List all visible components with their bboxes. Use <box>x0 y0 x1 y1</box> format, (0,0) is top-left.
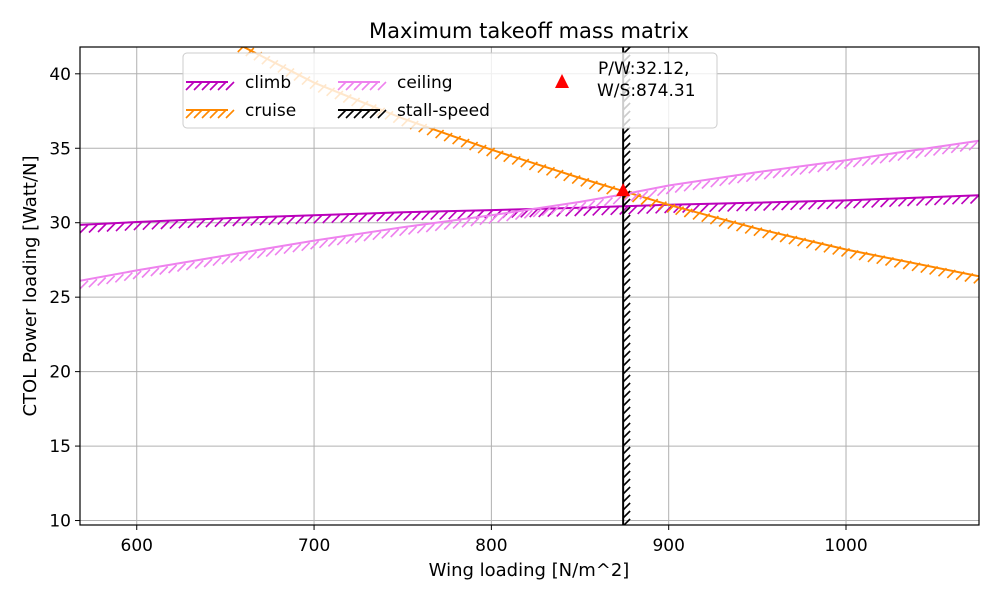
x-axis-label: Wing loading [N/m^2] <box>429 560 630 581</box>
series-hatch-climb <box>80 194 979 234</box>
design-point-marker <box>616 183 631 197</box>
plot-area-frame <box>79 46 980 526</box>
legend-box <box>182 52 718 129</box>
legend-label-cruise: cruise <box>245 101 296 121</box>
y-tick-label: 25 <box>49 288 71 308</box>
legend-swatch-hatch-cruise <box>185 109 235 119</box>
legend-label-design-point-line1: P/W:32.12, <box>598 59 690 79</box>
series-line-ceiling <box>80 139 979 282</box>
x-tick-label: 600 <box>121 536 153 556</box>
x-tick-label: 800 <box>475 536 507 556</box>
y-tick-label: 20 <box>49 363 71 383</box>
x-tick-label: 1000 <box>824 536 867 556</box>
x-tick-label: 900 <box>652 536 684 556</box>
plot-frame <box>79 46 980 526</box>
legend-swatch-hatch-climb <box>185 81 235 91</box>
y-tick-label: 10 <box>49 512 71 532</box>
legend-label-stall-speed: stall-speed <box>397 101 490 121</box>
legend-label-design-point-line2: W/S:874.31 <box>597 81 696 101</box>
chart-title: Maximum takeoff mass matrix <box>369 19 689 43</box>
legend-marker-design-point <box>555 74 569 88</box>
legend-swatch-hatch-stall-speed <box>337 109 387 119</box>
y-tick-label: 35 <box>49 139 71 159</box>
x-tick-label: 700 <box>298 536 330 556</box>
y-tick-label: 40 <box>49 65 71 85</box>
legend-label-climb: climb <box>245 73 291 93</box>
legend: climb cruise ceiling stall-speed P/W:32.12,W… <box>182 52 718 129</box>
legend-swatch-hatch-ceiling <box>337 81 387 91</box>
y-axis-label: CTOL Power loading [Watt/N] <box>20 155 41 416</box>
y-tick-label: 30 <box>49 214 71 234</box>
series-hatch-ceiling <box>80 141 979 290</box>
legend-label-ceiling: ceiling <box>397 73 453 93</box>
y-tick-label: 15 <box>49 437 71 457</box>
axis-ticks: 600 700 800 900 1000 10 15 20 25 30 35 40 <box>49 65 867 556</box>
